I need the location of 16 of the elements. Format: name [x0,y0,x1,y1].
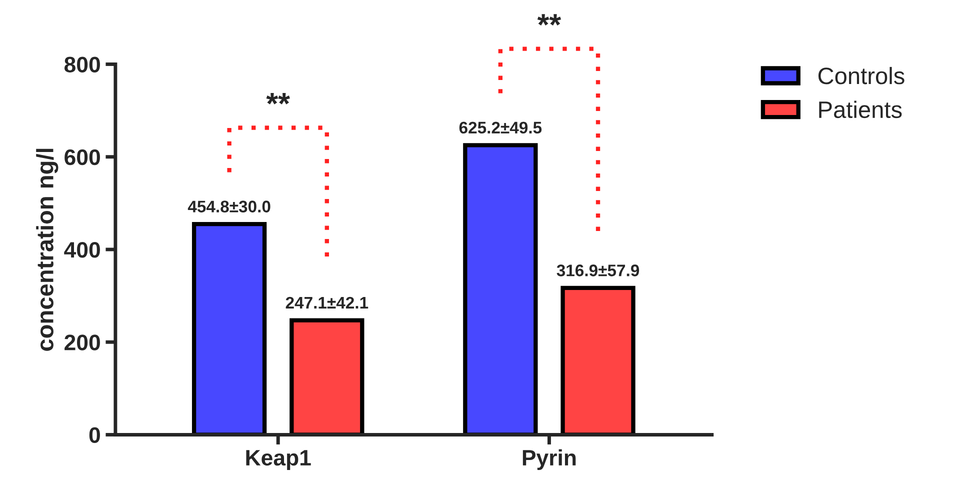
x-tick-label: Pyrin [522,449,576,470]
annotation: ** [266,92,290,104]
y-tick-label: 200 [64,334,100,350]
x-tick-label: Keap1 [246,450,311,470]
y-axis-title: concentration ng/l [36,148,58,351]
legend-label: Controls [818,66,904,84]
data-label: 454.8±30.0 [188,200,270,212]
legend-label: Patients [819,100,902,118]
data-label: 247.1±42.1 [286,296,368,308]
y-tick-label: 400 [64,242,100,258]
y-tick-label: 0 [89,427,100,443]
data-label: 316.9±57.9 [556,264,640,276]
y-tick-label: 600 [64,149,100,166]
data-label: 625.2±49.5 [459,122,542,134]
text: ** [537,14,562,26]
y-tick-label: 800 [64,56,100,72]
